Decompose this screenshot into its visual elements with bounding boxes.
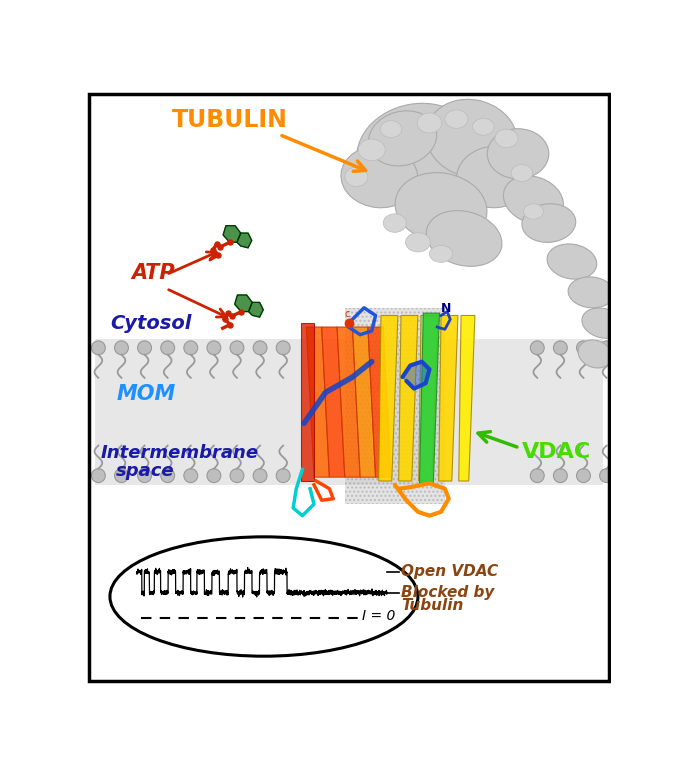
Circle shape — [253, 468, 267, 482]
Ellipse shape — [357, 104, 479, 204]
Ellipse shape — [358, 139, 385, 161]
Ellipse shape — [511, 164, 533, 181]
Text: I = 0: I = 0 — [362, 609, 396, 624]
Polygon shape — [223, 226, 240, 243]
Ellipse shape — [380, 121, 402, 137]
Circle shape — [114, 468, 129, 482]
Ellipse shape — [547, 244, 597, 279]
Circle shape — [253, 341, 267, 355]
Ellipse shape — [487, 129, 549, 179]
Polygon shape — [398, 316, 418, 481]
Text: c: c — [345, 309, 350, 319]
Circle shape — [600, 341, 614, 355]
Polygon shape — [235, 295, 252, 312]
Circle shape — [138, 341, 151, 355]
Ellipse shape — [426, 210, 502, 266]
Ellipse shape — [578, 340, 612, 368]
Circle shape — [207, 468, 221, 482]
Ellipse shape — [341, 146, 418, 207]
Circle shape — [184, 468, 197, 482]
Polygon shape — [419, 313, 439, 483]
Text: VDAC: VDAC — [522, 442, 591, 462]
Circle shape — [600, 468, 614, 482]
Polygon shape — [301, 323, 314, 481]
Ellipse shape — [426, 99, 518, 177]
Text: Tubulin: Tubulin — [401, 598, 463, 613]
Circle shape — [91, 468, 106, 482]
Ellipse shape — [456, 146, 533, 207]
Text: Blocked by: Blocked by — [401, 584, 494, 600]
Circle shape — [530, 468, 544, 482]
Polygon shape — [402, 362, 430, 389]
Text: N: N — [441, 302, 452, 315]
Circle shape — [161, 468, 174, 482]
Circle shape — [114, 341, 129, 355]
Circle shape — [276, 341, 290, 355]
Text: ATP: ATP — [131, 263, 175, 283]
Text: Cytosol: Cytosol — [110, 314, 191, 333]
Bar — [95, 339, 603, 485]
Ellipse shape — [582, 308, 624, 339]
Polygon shape — [353, 327, 376, 477]
Circle shape — [530, 341, 544, 355]
Ellipse shape — [495, 129, 518, 147]
Circle shape — [276, 468, 290, 482]
Polygon shape — [439, 316, 458, 481]
Bar — [345, 308, 445, 504]
Ellipse shape — [406, 233, 430, 252]
Polygon shape — [379, 316, 398, 481]
Text: MOM: MOM — [116, 384, 175, 404]
Circle shape — [230, 468, 244, 482]
Ellipse shape — [445, 110, 468, 128]
Ellipse shape — [368, 111, 437, 166]
Text: Open VDAC: Open VDAC — [401, 564, 498, 579]
Polygon shape — [459, 316, 475, 481]
Ellipse shape — [503, 176, 563, 224]
Circle shape — [207, 341, 221, 355]
Ellipse shape — [522, 204, 575, 243]
Text: Intermembrane: Intermembrane — [101, 444, 259, 462]
Ellipse shape — [430, 246, 453, 263]
Ellipse shape — [473, 118, 494, 135]
Circle shape — [161, 341, 174, 355]
Circle shape — [554, 341, 567, 355]
Ellipse shape — [417, 113, 442, 133]
Polygon shape — [321, 327, 345, 477]
Ellipse shape — [383, 214, 407, 232]
Polygon shape — [249, 303, 264, 317]
Polygon shape — [368, 327, 391, 477]
Ellipse shape — [110, 537, 418, 656]
Circle shape — [554, 468, 567, 482]
Text: TUBULIN: TUBULIN — [172, 108, 287, 132]
Ellipse shape — [568, 277, 614, 308]
Circle shape — [577, 468, 590, 482]
Polygon shape — [337, 327, 360, 477]
Circle shape — [577, 341, 590, 355]
Polygon shape — [419, 316, 438, 481]
Circle shape — [184, 341, 197, 355]
Polygon shape — [237, 233, 252, 248]
Circle shape — [230, 341, 244, 355]
Ellipse shape — [524, 204, 543, 219]
Circle shape — [91, 341, 106, 355]
Text: space: space — [116, 462, 175, 480]
Circle shape — [138, 468, 151, 482]
Ellipse shape — [345, 167, 368, 187]
Ellipse shape — [395, 173, 487, 243]
Polygon shape — [306, 327, 330, 477]
